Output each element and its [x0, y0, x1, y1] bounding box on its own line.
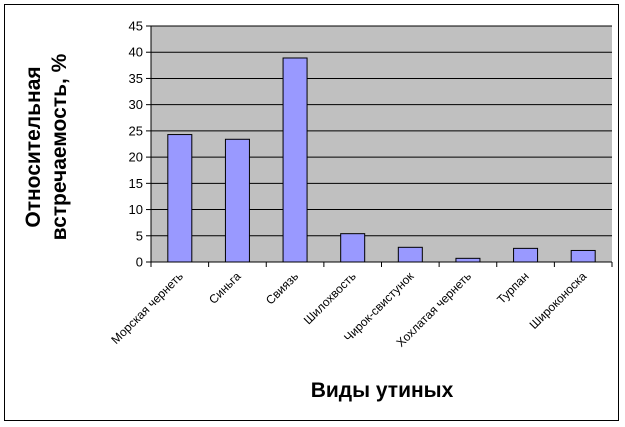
bar	[224, 138, 250, 263]
y-axis-title-line: встречаемость, %	[48, 53, 71, 240]
bar	[167, 134, 193, 263]
bars	[167, 57, 596, 263]
x-tick-label: Свиязь	[263, 269, 301, 307]
x-tick-label: Шилохвость	[301, 269, 359, 327]
y-tick-label: 10	[129, 202, 143, 217]
x-tick-label: Морская чернеть	[108, 269, 186, 347]
plot-area	[151, 26, 612, 262]
bar	[282, 57, 308, 263]
y-tick-label: 40	[129, 45, 143, 60]
y-tick-label: 0	[136, 255, 143, 270]
y-axis-title: Относительная встречаемость, %	[22, 53, 71, 240]
y-tick-label: 15	[129, 176, 143, 191]
bar	[570, 249, 596, 263]
bar	[340, 233, 366, 263]
y-tick-label: 30	[129, 97, 143, 112]
x-tick-label: Широконоска	[527, 269, 590, 332]
axes	[146, 25, 613, 267]
bar	[513, 247, 539, 263]
y-tick-label: 35	[129, 71, 143, 86]
bar	[397, 246, 423, 263]
x-tick-label: Турпан	[494, 269, 531, 306]
x-tick-labels: Морская чернеть Синьга Свиязь ШилохвостьЧир…	[108, 269, 589, 350]
x-axis-title: Виды утиных	[311, 379, 454, 402]
y-tick-labels: 0 5 10 15 20 25 30 35 40 45	[129, 19, 143, 270]
x-tick-label: Синьга	[206, 269, 244, 307]
y-tick-label: 25	[129, 123, 143, 138]
y-tick-label: 5	[136, 228, 143, 243]
bar	[455, 257, 481, 263]
y-tick-label: 20	[129, 150, 143, 165]
y-axis-title-line: Относительная	[22, 66, 45, 227]
y-tick-label: 45	[129, 19, 143, 34]
